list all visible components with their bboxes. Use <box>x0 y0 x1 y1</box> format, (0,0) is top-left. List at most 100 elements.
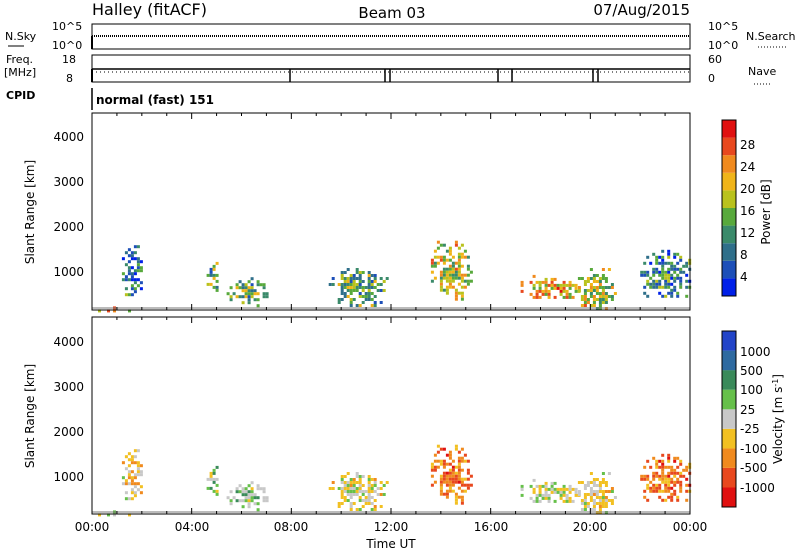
data-cell <box>559 286 563 290</box>
data-cell <box>592 286 596 289</box>
data-cell <box>568 283 572 287</box>
data-cell <box>649 489 653 493</box>
data-cell <box>652 474 656 478</box>
data-cell <box>679 486 683 490</box>
data-cell <box>598 298 602 301</box>
data-cell <box>355 490 359 493</box>
data-cell <box>256 484 260 488</box>
data-cell <box>607 295 611 298</box>
data-cell <box>592 490 596 493</box>
data-cell <box>454 465 458 469</box>
nsearch-tick-bottom: 10^0 <box>708 39 738 52</box>
data-cell <box>601 289 605 292</box>
data-cell <box>589 283 593 286</box>
data-cell <box>679 255 683 259</box>
data-cell <box>127 266 131 270</box>
data-cell <box>553 283 557 287</box>
data-cell <box>358 490 362 493</box>
data-cell <box>352 280 356 283</box>
data-cell <box>538 283 542 287</box>
data-cell <box>646 459 650 463</box>
data-cell <box>121 257 125 261</box>
data-cell <box>655 255 659 259</box>
data-cell <box>445 483 449 487</box>
data-cell <box>436 444 440 448</box>
data-cell <box>676 498 680 502</box>
data-cell <box>367 289 371 292</box>
data-cell <box>373 301 377 304</box>
data-cell <box>250 283 254 287</box>
data-cell <box>667 255 671 259</box>
data-cell <box>337 502 341 505</box>
data-cell <box>682 468 686 472</box>
data-cell <box>664 477 668 481</box>
colorbar-segment <box>722 428 736 449</box>
data-cell <box>583 502 587 505</box>
data-cell <box>256 280 260 284</box>
data-cell <box>121 476 125 480</box>
data-cell <box>655 462 659 466</box>
data-cell <box>361 499 365 502</box>
data-cell <box>601 496 605 499</box>
data-cell <box>670 471 674 475</box>
data-cell <box>640 273 644 277</box>
data-cell <box>463 453 467 457</box>
data-cell <box>229 499 233 503</box>
data-cell <box>256 502 260 506</box>
data-cell <box>535 499 539 503</box>
data-cell <box>439 258 443 262</box>
data-cell <box>571 295 575 299</box>
data-cell <box>604 496 608 499</box>
data-cell <box>364 490 368 493</box>
cpid-value: normal (fast) 151 <box>96 93 214 107</box>
data-cell <box>370 274 374 277</box>
data-cell <box>655 474 659 478</box>
data-cell <box>121 482 125 486</box>
data-cell <box>436 459 440 463</box>
data-cell <box>652 483 656 487</box>
data-cell <box>679 459 683 463</box>
colorbar-segment <box>722 120 736 138</box>
data-cell <box>436 261 440 265</box>
data-cell <box>520 484 524 488</box>
data-cell <box>658 261 662 265</box>
data-cell <box>247 493 251 497</box>
data-cell <box>661 264 665 268</box>
data-cell <box>451 480 455 484</box>
data-cell <box>529 496 533 500</box>
data-cell <box>679 462 683 466</box>
data-cell <box>448 273 452 277</box>
data-cell <box>442 492 446 496</box>
data-cell <box>532 487 536 491</box>
data-cell <box>679 267 683 271</box>
data-cell <box>655 459 659 463</box>
x-tick-4: 16:00 <box>474 520 509 534</box>
data-cell <box>673 252 677 256</box>
vel-cb-label: Velocity [m s-1] <box>771 374 786 464</box>
data-cell <box>574 283 578 287</box>
data-cell <box>580 508 584 511</box>
data-cell <box>610 298 614 301</box>
data-cell <box>256 496 260 500</box>
data-cell <box>133 278 137 282</box>
data-cell <box>649 282 653 286</box>
data-cell <box>361 475 365 478</box>
data-cell <box>661 294 665 298</box>
data-cell <box>652 477 656 481</box>
data-cell <box>448 285 452 289</box>
data-cell <box>535 493 539 497</box>
data-cell <box>589 304 593 307</box>
data-cell <box>346 481 350 484</box>
freq-tick-top: 18 <box>62 53 76 66</box>
data-cell <box>604 502 608 505</box>
data-cell <box>439 486 443 490</box>
data-cell <box>130 278 134 282</box>
data-cell <box>667 279 671 283</box>
data-cell <box>460 276 464 280</box>
data-cell <box>466 264 470 268</box>
data-cell <box>652 489 656 493</box>
data-cell <box>454 495 458 499</box>
data-cell <box>340 298 344 301</box>
data-cell <box>670 273 674 277</box>
data-cell <box>589 496 593 499</box>
